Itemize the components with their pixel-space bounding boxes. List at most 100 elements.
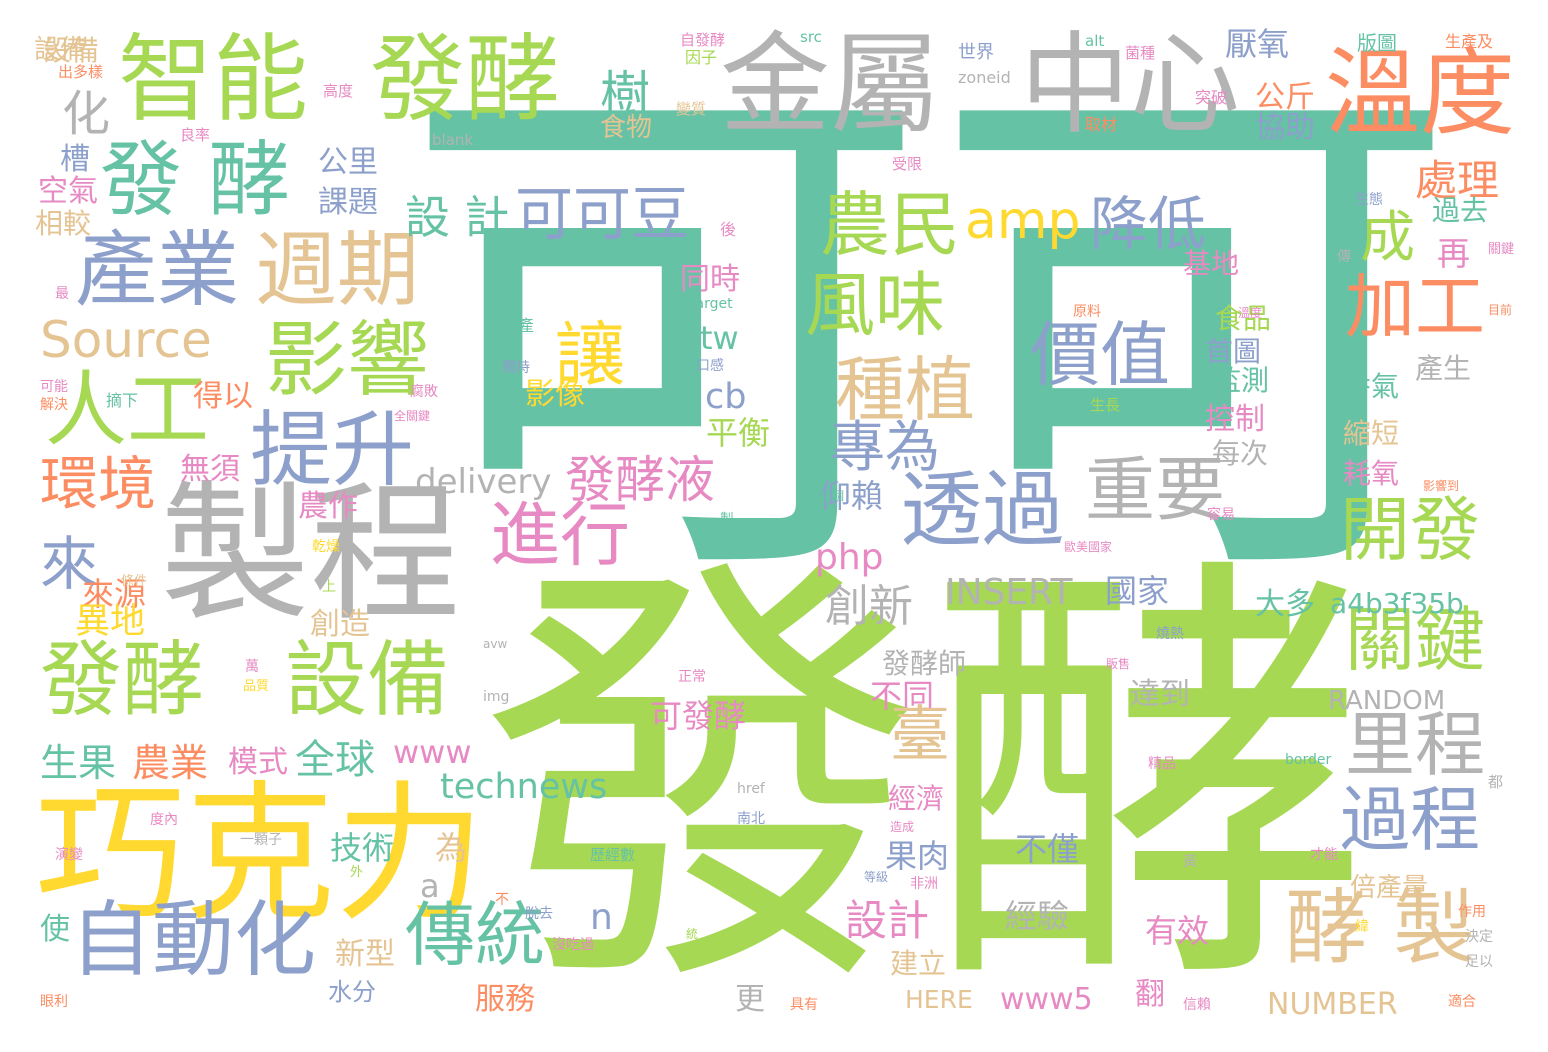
word: 可能 (40, 379, 68, 395)
word: 來源 (82, 575, 147, 613)
word: 出多樣 (58, 63, 104, 81)
word: 過去 (1432, 194, 1489, 227)
word: 生產 (502, 316, 535, 335)
word: 巧克力 (35, 768, 486, 942)
word: 食物 (600, 113, 653, 143)
word: 監測 (1213, 364, 1270, 397)
word: 農民 (820, 184, 960, 266)
word: 外 (350, 865, 364, 880)
word: 製 (720, 512, 734, 528)
word: 正常 (678, 669, 706, 685)
word: 創新 (825, 581, 913, 632)
word: ck (596, 399, 612, 415)
word: delivery (415, 462, 552, 502)
word: 產業 (75, 223, 240, 318)
word: 酵 製 (1285, 881, 1476, 976)
word: 經驗 (1005, 897, 1070, 935)
word: 沒吃過 (552, 937, 594, 953)
word: 條件 (121, 574, 148, 589)
word: 不同 (870, 677, 935, 715)
word: 精品 (1148, 756, 1176, 772)
word: 更 (735, 982, 765, 1017)
word: 解決 (40, 397, 68, 413)
word: 全球 (295, 737, 375, 783)
word: 溫度 (1238, 306, 1263, 320)
word: INSERT (945, 572, 1073, 613)
word: 不僅 (1015, 830, 1080, 868)
word: 目前 (1488, 303, 1513, 317)
word: 歐美國家 (1064, 540, 1113, 554)
word: 可可 (400, 26, 1460, 643)
word: 整個 (820, 489, 845, 503)
word: 仰賴 (819, 477, 884, 515)
word: 過程 (1340, 779, 1480, 861)
word: 受限 (892, 155, 923, 173)
word: 生長 (1090, 396, 1121, 414)
word: 傳 (1337, 249, 1351, 265)
word: 種植 (835, 349, 975, 431)
word: 成 (1360, 205, 1416, 269)
word: 影像 (525, 377, 585, 412)
word: blank (432, 131, 474, 149)
word: 非洲 (910, 876, 938, 892)
word: 化 (62, 86, 111, 142)
word: Source (40, 311, 212, 369)
word: 降低 (1090, 190, 1207, 258)
word: 厭氧 (1225, 25, 1290, 63)
word: 生態 (1355, 192, 1383, 208)
word: 服務 (475, 982, 535, 1017)
word: 生產及 (1445, 32, 1494, 51)
word: 模式 (228, 745, 288, 780)
word: 版圖 (1357, 31, 1397, 55)
word: 突破 (1195, 88, 1228, 107)
word: 翻 (1135, 977, 1165, 1012)
word: avw (483, 637, 508, 651)
word: 得以 (193, 379, 253, 414)
word: 每次 (1212, 437, 1269, 470)
word: 價值 (1030, 314, 1170, 396)
word: 食品 (1215, 302, 1272, 335)
word: 協助 (1255, 110, 1315, 145)
word: 風味 (805, 264, 945, 346)
word: 變質 (676, 100, 707, 118)
word: 都 (1488, 773, 1504, 791)
word: 燒熱 (1156, 626, 1184, 642)
word: 最 (55, 286, 69, 302)
word: 來 (40, 530, 99, 598)
word: 課題 (318, 185, 378, 220)
word: 提升 (250, 403, 415, 498)
word: 使 (40, 912, 70, 947)
word: 獨特 (502, 360, 530, 376)
word: 菌種 (1125, 44, 1156, 62)
word: 關鍵 (1345, 599, 1485, 681)
word: 良率 (180, 126, 211, 144)
word: 設 計 (405, 191, 510, 244)
word: 自動化 (70, 893, 317, 988)
word: 發酵師 (882, 647, 967, 680)
word: 具有 (790, 997, 818, 1013)
word: HERE (905, 985, 973, 1014)
word: 造成 (890, 820, 915, 834)
word: 足以 (1465, 954, 1493, 970)
word: 關鍵 (1488, 242, 1515, 257)
word: 影響 (265, 313, 430, 408)
word: 設備 (43, 34, 100, 67)
word: 建立 (890, 947, 947, 980)
word: 技術 (330, 829, 395, 867)
word: 開發 (1340, 489, 1480, 571)
word: 摘下 (106, 391, 139, 410)
word: zoneid (958, 68, 1011, 87)
word: 原料 (1073, 304, 1101, 320)
word: 萬 (245, 659, 259, 675)
word: 上 (322, 579, 336, 595)
word: a4b3f35b (1330, 587, 1464, 620)
word: 不 (495, 892, 509, 908)
word: 樹 (600, 66, 650, 124)
word: alt (1085, 32, 1105, 50)
word: 中心 (1020, 21, 1240, 149)
word: 為 (435, 829, 468, 867)
word: 經濟 (888, 782, 945, 815)
word: 環境 (40, 450, 157, 518)
word: img (483, 689, 510, 705)
word: 產生 (1415, 352, 1472, 385)
